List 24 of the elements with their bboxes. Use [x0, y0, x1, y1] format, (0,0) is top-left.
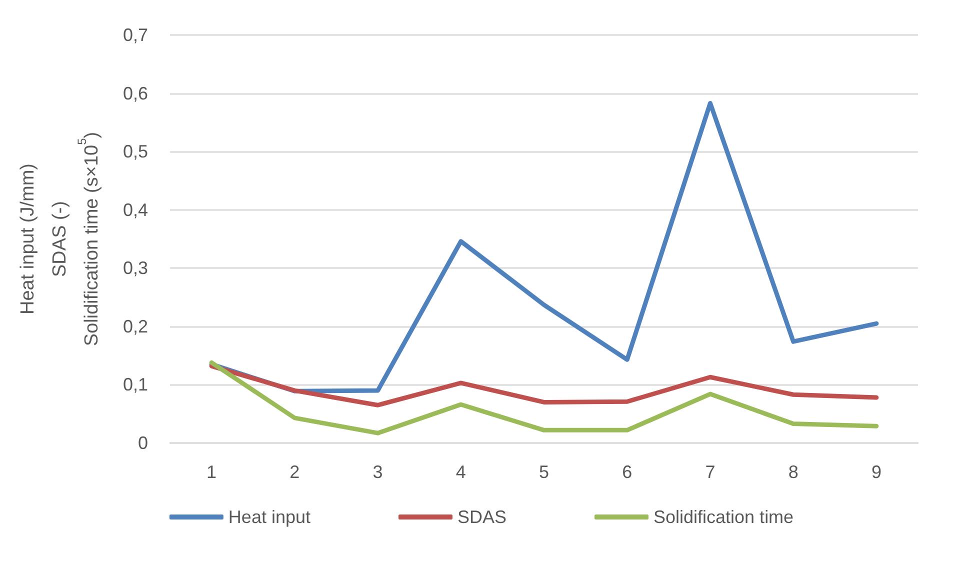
line-series — [209, 360, 879, 436]
y-tick-label: 0,4 — [122, 200, 148, 220]
y-tick-label: 0,2 — [122, 316, 148, 336]
x-tick-label: 2 — [290, 462, 300, 482]
line-series — [209, 364, 879, 408]
x-tick-label: 6 — [622, 462, 632, 482]
y-tick-label: 0,3 — [122, 258, 148, 278]
legend-label: Solidification time — [654, 507, 794, 527]
x-tick-label: 3 — [372, 462, 383, 482]
legend-label: Heat input — [228, 507, 310, 527]
y-tick-label: 0,7 — [122, 25, 148, 45]
y-axis-title: Heat input (J/mm) SDAS (-) Solidification time (s×105) — [18, 132, 102, 346]
x-tick-label: 4 — [456, 462, 466, 482]
y-tick-label: 0 — [138, 433, 148, 453]
legend-label: SDAS — [457, 507, 507, 527]
x-tick-label: 7 — [705, 462, 716, 482]
y-tick-label: 0,1 — [122, 374, 148, 395]
x-tick-label: 8 — [788, 462, 798, 482]
x-tick-label: 1 — [206, 462, 217, 482]
y-tick-label: 0,5 — [122, 142, 148, 162]
x-tick-label: 9 — [871, 462, 882, 482]
line-series — [209, 100, 879, 394]
x-tick-label: 5 — [538, 462, 550, 482]
y-tick-label: 0,6 — [122, 83, 148, 104]
